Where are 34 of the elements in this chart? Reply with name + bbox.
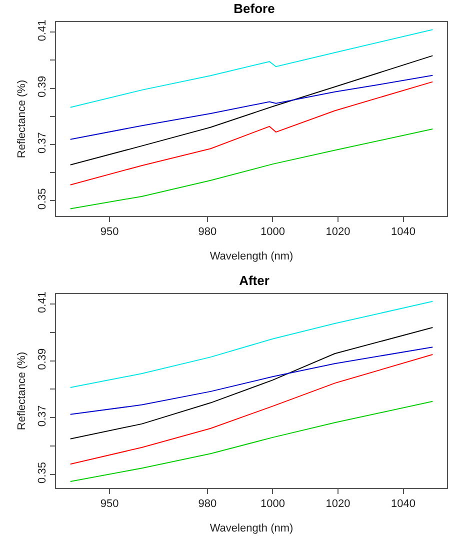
line-series	[70, 300, 434, 388]
x-tick-label: 1040	[391, 226, 416, 238]
x-axis-title: Wavelength (nm)	[210, 522, 294, 534]
line-series	[70, 400, 434, 482]
x-tick-label: 1040	[391, 498, 416, 510]
line-series	[70, 128, 434, 210]
x-tick-label: 1000	[260, 226, 285, 238]
line-series	[70, 354, 434, 465]
y-tick-label: 0.37	[36, 405, 49, 427]
y-tick-label: 0.41	[36, 20, 49, 42]
y-tick-label: 0.37	[36, 132, 49, 154]
y-axis-title: Reflectance (%)	[16, 352, 28, 430]
x-tick-label: 950	[100, 226, 119, 238]
chart-title: After	[239, 273, 270, 288]
x-axis-title: Wavelength (nm)	[210, 250, 294, 262]
y-tick-label: 0.39	[36, 348, 49, 370]
x-tick-label: 980	[198, 226, 217, 238]
y-tick-label: 0.39	[36, 76, 49, 98]
chart-title: Before	[234, 1, 275, 16]
x-tick-label: 950	[100, 498, 119, 510]
x-tick-label: 1000	[260, 498, 285, 510]
line-series	[70, 29, 434, 108]
y-tick-label: 0.35	[36, 188, 49, 210]
x-tick-label: 1020	[326, 226, 350, 238]
x-tick-label: 1020	[326, 498, 350, 510]
line-series	[70, 55, 434, 166]
line-series	[70, 81, 434, 186]
y-tick-label: 0.35	[36, 462, 49, 484]
line-series	[70, 74, 434, 140]
line-series	[70, 327, 434, 440]
x-tick-label: 980	[198, 498, 217, 510]
y-axis-title: Reflectance (%)	[16, 80, 28, 158]
line-series	[70, 346, 434, 415]
y-tick-label: 0.41	[36, 292, 49, 313]
